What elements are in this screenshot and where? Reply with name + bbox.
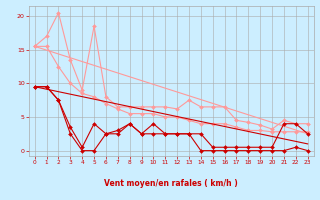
X-axis label: Vent moyen/en rafales ( km/h ): Vent moyen/en rafales ( km/h )	[104, 179, 238, 188]
